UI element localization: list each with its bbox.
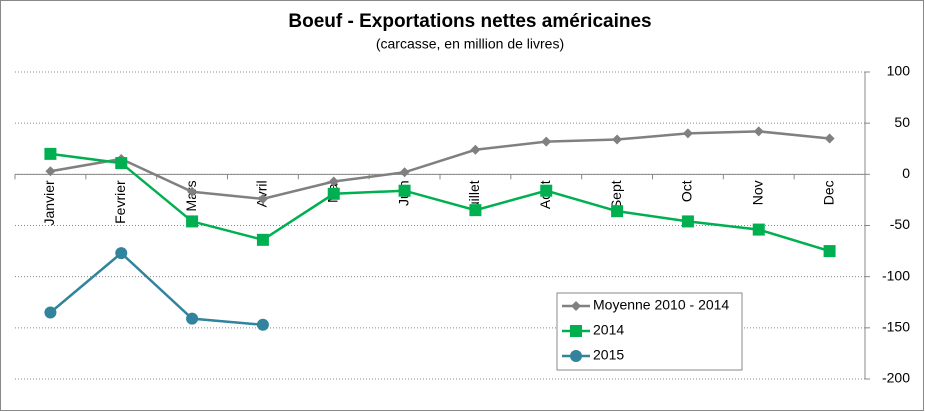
series-line [49, 251, 264, 327]
data-point [44, 147, 57, 160]
data-point [45, 166, 56, 177]
y-tick-label: -200 [882, 370, 910, 386]
data-point [682, 128, 693, 139]
data-point [187, 186, 198, 197]
data-point [612, 134, 623, 145]
x-tick-label: Fevrier [112, 180, 128, 224]
x-tick-label: Janvier [41, 180, 57, 225]
data-point [327, 187, 340, 200]
y-tick-label: -50 [890, 216, 910, 232]
x-tick-label: Mars [183, 180, 199, 211]
data-point [256, 233, 269, 246]
data-point [186, 215, 199, 228]
series-line [50, 130, 830, 201]
x-tick-label: Dec [820, 180, 836, 205]
y-tick-label: 100 [887, 63, 911, 79]
x-tick-label: Avril [254, 180, 270, 207]
y-tick-label: 50 [894, 114, 910, 130]
data-point [823, 245, 836, 258]
data-point [256, 318, 269, 331]
x-tick-label: Oct [679, 180, 695, 202]
data-point [824, 133, 835, 144]
legend-label: Moyenne 2010 - 2014 [593, 297, 729, 313]
data-point [469, 204, 482, 217]
data-point [398, 184, 411, 197]
series-line [50, 152, 830, 253]
data-point [328, 176, 339, 187]
data-point [44, 306, 57, 319]
y-tick-label: 0 [902, 165, 910, 181]
legend-marker [570, 325, 582, 337]
legend-label: 2014 [593, 322, 624, 338]
data-point [186, 312, 199, 325]
legend-label: 2015 [593, 347, 624, 363]
data-point [753, 126, 764, 137]
x-tick-label: Sept [608, 180, 624, 209]
legend-marker [570, 350, 582, 362]
data-point [540, 184, 553, 197]
y-tick-label: -150 [882, 319, 910, 335]
data-point [115, 247, 128, 260]
data-point [681, 215, 694, 228]
x-tick-label: Nov [749, 180, 765, 205]
data-point [541, 136, 552, 147]
data-point [470, 144, 481, 155]
data-point [399, 167, 410, 178]
chart-subtitle: (carcasse, en million de livres) [376, 36, 564, 52]
data-point [611, 205, 624, 218]
data-point [752, 223, 765, 236]
data-point [257, 193, 268, 204]
legend-marker [571, 301, 581, 311]
chart-title: Boeuf - Exportations nettes américaines [288, 11, 651, 32]
data-point [115, 157, 128, 170]
y-tick-label: -100 [882, 267, 910, 283]
